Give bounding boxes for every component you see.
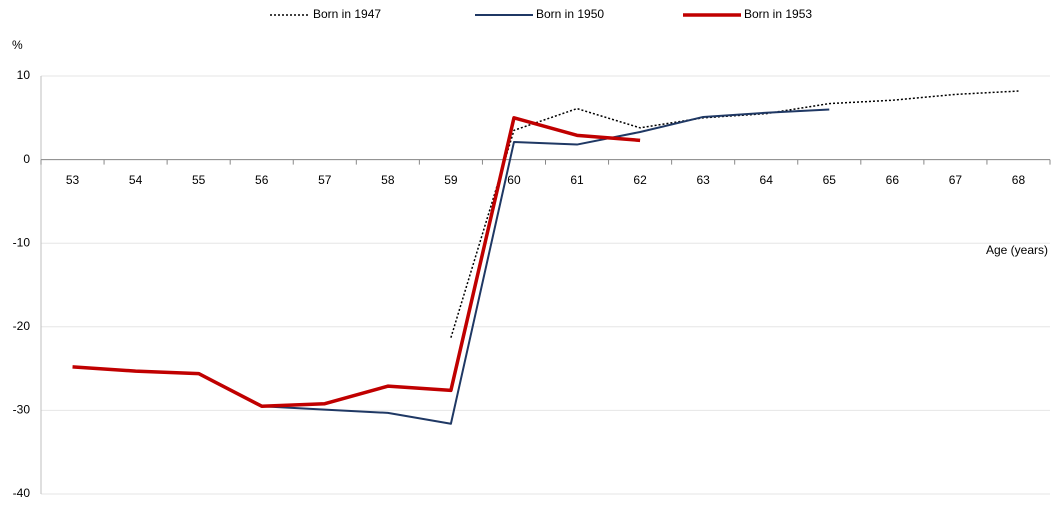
y-tick-label: 10 <box>17 68 31 82</box>
legend-label: Born in 1947 <box>313 7 381 21</box>
x-tick-label: 67 <box>949 173 963 187</box>
y-axis-label: % <box>12 38 23 52</box>
x-tick-label: 60 <box>507 173 521 187</box>
series-line <box>261 108 830 425</box>
x-tick-label: 61 <box>570 173 584 187</box>
y-tick-label: -40 <box>13 486 31 500</box>
y-tick-label: -10 <box>13 235 31 249</box>
y-tick-label: 0 <box>23 152 30 166</box>
series-line <box>72 116 641 408</box>
x-tick-label: 59 <box>444 173 458 187</box>
x-tick-label: 54 <box>129 173 143 187</box>
x-tick-label: 56 <box>255 173 269 187</box>
x-tick-label: 55 <box>192 173 206 187</box>
x-tick-label: 58 <box>381 173 395 187</box>
y-tick-label: -30 <box>13 403 31 417</box>
x-tick-label: 65 <box>823 173 837 187</box>
x-tick-label: 63 <box>696 173 710 187</box>
x-tick-label: 64 <box>760 173 774 187</box>
x-tick-label: 66 <box>886 173 900 187</box>
y-tick-label: -20 <box>13 319 31 333</box>
x-tick-label: 68 <box>1012 173 1026 187</box>
legend-label: Born in 1950 <box>536 7 604 21</box>
x-tick-label: 62 <box>633 173 647 187</box>
x-tick-label: 53 <box>66 173 80 187</box>
x-axis-label: Age (years) <box>986 243 1048 257</box>
series-line <box>450 90 1019 338</box>
legend-label: Born in 1953 <box>744 7 812 21</box>
x-tick-label: 57 <box>318 173 332 187</box>
